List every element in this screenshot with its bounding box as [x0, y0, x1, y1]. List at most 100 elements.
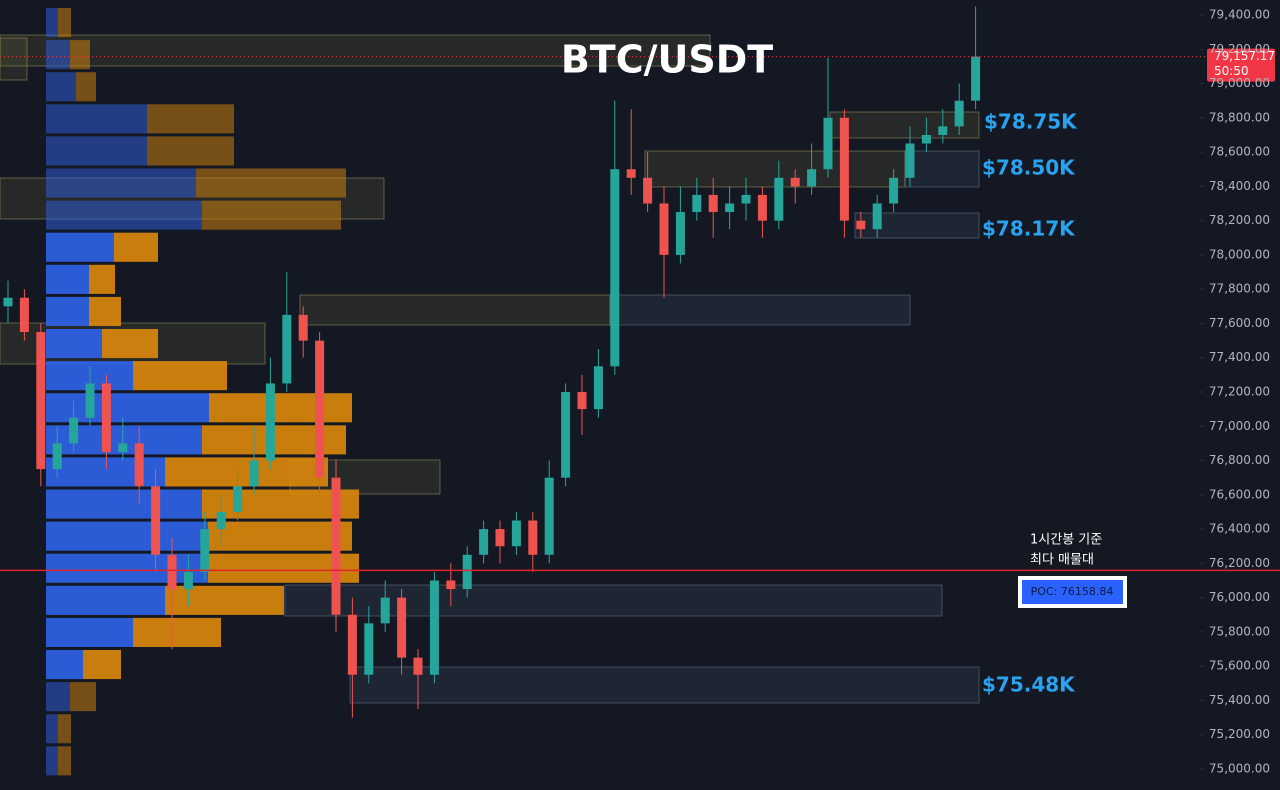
- profile-buy: [46, 329, 102, 359]
- y-tick-label: 77,400.00: [1209, 350, 1270, 364]
- candle-body: [577, 392, 587, 410]
- profile-sell: [133, 617, 221, 647]
- candle-body: [69, 417, 79, 444]
- candles: [3, 6, 981, 718]
- profile-sell: [147, 104, 234, 134]
- candle-body: [380, 597, 390, 624]
- candle-body: [511, 520, 521, 547]
- y-tick-label: 76,400.00: [1209, 522, 1270, 536]
- candle-body: [429, 580, 439, 675]
- profile-buy: [46, 136, 147, 166]
- y-tick-label: 78,200.00: [1209, 213, 1270, 227]
- profile-sell: [102, 329, 158, 359]
- y-tick-label: 76,800.00: [1209, 453, 1270, 467]
- candle-body: [216, 511, 226, 530]
- profile-buy: [46, 72, 76, 102]
- zone: [349, 666, 980, 704]
- candle-body: [774, 177, 784, 221]
- candle-body: [347, 614, 357, 675]
- candle-body: [561, 392, 571, 478]
- profile-buy: [46, 650, 83, 680]
- profile-sell: [165, 585, 284, 615]
- candle-body: [839, 117, 849, 221]
- candle-body: [101, 383, 111, 452]
- candle-body: [3, 297, 13, 307]
- y-tick-label: 78,800.00: [1209, 110, 1270, 124]
- candle-body: [528, 520, 538, 555]
- candle-body: [807, 169, 817, 187]
- candle-body: [675, 212, 685, 255]
- profile-sell: [58, 8, 71, 38]
- annotation: $75.48K: [982, 673, 1076, 697]
- candle-body: [265, 383, 275, 461]
- y-tick-label: 75,000.00: [1209, 762, 1270, 776]
- candle-body: [233, 486, 243, 512]
- zone: [299, 294, 611, 326]
- candle-body: [462, 554, 472, 590]
- note: 최다 매물대: [1030, 553, 1094, 568]
- zone: [904, 150, 980, 188]
- candle-body: [692, 194, 702, 213]
- candle-body: [118, 443, 128, 452]
- candle-body: [856, 220, 866, 230]
- y-tick-label: 76,000.00: [1209, 590, 1270, 604]
- candle-body: [757, 194, 767, 221]
- candle-body: [823, 117, 833, 170]
- candle-body: [298, 314, 308, 341]
- chart-title: BTC/USDT: [561, 38, 773, 82]
- profile-buy: [46, 457, 165, 487]
- y-tick-label: 76,200.00: [1209, 556, 1270, 570]
- candle-body: [725, 203, 735, 213]
- candle-body: [971, 56, 981, 101]
- candle-body: [741, 194, 751, 204]
- candle-body: [643, 177, 653, 204]
- profile-sell: [76, 72, 96, 102]
- candle-body: [610, 169, 620, 367]
- profile-sell: [114, 232, 158, 262]
- annotation: $78.75K: [984, 110, 1078, 134]
- y-tick-label: 75,400.00: [1209, 693, 1270, 707]
- y-tick-label: 75,800.00: [1209, 624, 1270, 638]
- y-tick-label: 78,000.00: [1209, 247, 1270, 261]
- profile-sell: [208, 521, 352, 551]
- last-price-tag: [1207, 48, 1275, 82]
- y-tick-label: 78,600.00: [1209, 145, 1270, 159]
- profile-buy: [46, 714, 58, 744]
- last-price-label: 79,157.17: [1214, 49, 1275, 63]
- profile-buy: [46, 746, 58, 776]
- profile-buy: [46, 264, 89, 294]
- profile-buy: [46, 200, 202, 230]
- y-tick-label: 77,200.00: [1209, 385, 1270, 399]
- candle-body: [282, 314, 292, 384]
- profile-buy: [46, 8, 58, 38]
- candle-body: [872, 203, 882, 230]
- zone: [0, 34, 711, 67]
- candle-body: [708, 194, 718, 213]
- profile-sell: [70, 40, 90, 70]
- y-tick-label: 77,800.00: [1209, 282, 1270, 296]
- zone: [829, 111, 980, 139]
- candle-body: [331, 477, 341, 615]
- candle-body: [364, 623, 374, 675]
- profile-buy: [46, 168, 196, 198]
- profile-buy: [46, 104, 147, 134]
- zone: [284, 584, 943, 617]
- profile-sell: [58, 746, 71, 776]
- profile-buy: [46, 296, 89, 326]
- profile-sell: [70, 682, 96, 712]
- zone: [609, 294, 911, 326]
- profile-buy: [46, 521, 208, 551]
- y-tick-label: 77,600.00: [1209, 316, 1270, 330]
- candle-body: [938, 126, 948, 135]
- candle-body: [954, 100, 964, 127]
- profile-sell: [89, 296, 121, 326]
- candle-body: [659, 203, 669, 255]
- profile-buy: [46, 40, 70, 70]
- zone: [0, 37, 28, 81]
- profile-sell: [196, 168, 346, 198]
- y-tick-label: 76,600.00: [1209, 487, 1270, 501]
- candle-body: [85, 383, 95, 418]
- countdown-label: 50:50: [1214, 64, 1249, 78]
- annotation: $78.17K: [982, 217, 1076, 241]
